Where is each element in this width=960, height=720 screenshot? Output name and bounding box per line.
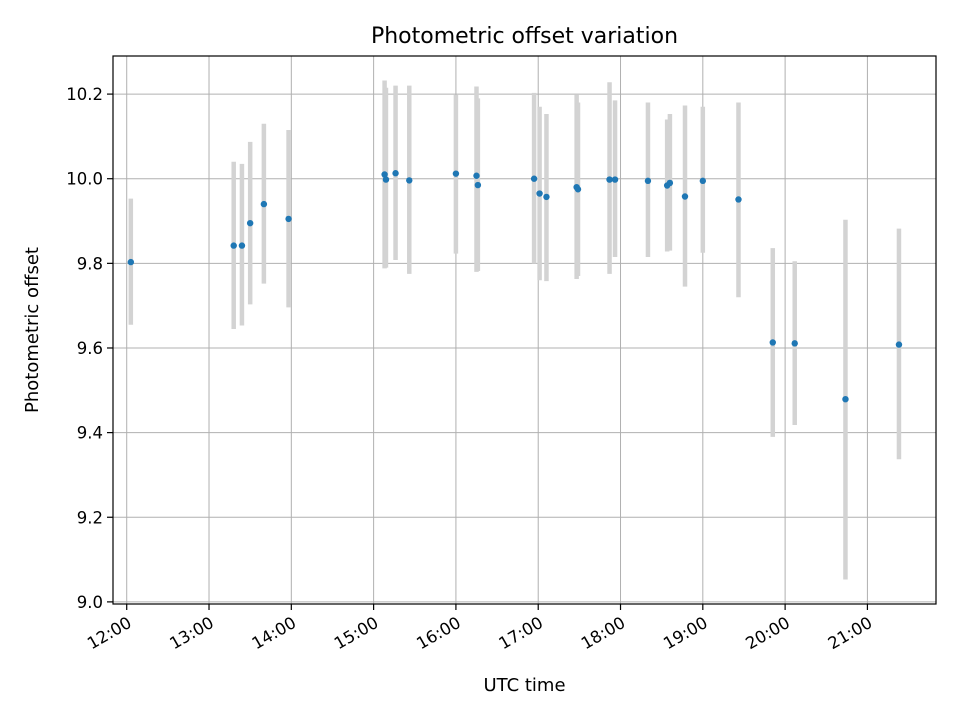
data-point [735, 196, 742, 203]
data-points [127, 170, 903, 403]
data-point [473, 172, 480, 179]
data-point [574, 186, 582, 193]
y-axis-ticks: 9.0 9.2 9.4 9.6 9.8 10.0 10.2 [66, 85, 113, 612]
data-point [260, 200, 268, 208]
grid-lines [113, 56, 936, 604]
data-point [895, 341, 903, 348]
data-point [606, 176, 613, 183]
data-point [285, 215, 292, 223]
data-point [406, 177, 413, 184]
data-point [452, 170, 460, 177]
data-point [842, 395, 849, 403]
data-point [392, 170, 399, 177]
y-axis-label: Photometric offset [22, 247, 43, 413]
data-point [127, 258, 135, 266]
y-tick-label: 9.2 [77, 508, 103, 527]
data-point [644, 177, 652, 185]
data-point [791, 340, 798, 347]
data-point [246, 219, 254, 227]
data-point [474, 181, 482, 189]
chart-title: Photometric offset variation [371, 24, 678, 49]
y-tick-label: 9.0 [77, 593, 103, 612]
y-tick-label: 9.8 [77, 254, 103, 273]
y-tick-label: 9.6 [77, 339, 103, 358]
plot-frame [112, 55, 937, 605]
data-point [681, 193, 689, 200]
data-point [536, 190, 543, 197]
data-point [382, 176, 390, 183]
y-tick-label: 10.0 [66, 170, 103, 189]
data-point [666, 179, 674, 187]
y-tick-label: 9.4 [77, 424, 103, 443]
data-point [230, 242, 237, 249]
data-point [769, 339, 776, 346]
data-point [699, 177, 707, 185]
data-point [381, 171, 388, 178]
data-point [543, 193, 550, 201]
x-axis-label: UTC time [483, 675, 565, 696]
data-point [530, 175, 538, 182]
data-point [238, 242, 246, 249]
data-point [611, 176, 619, 183]
y-tick-label: 10.2 [66, 85, 103, 104]
